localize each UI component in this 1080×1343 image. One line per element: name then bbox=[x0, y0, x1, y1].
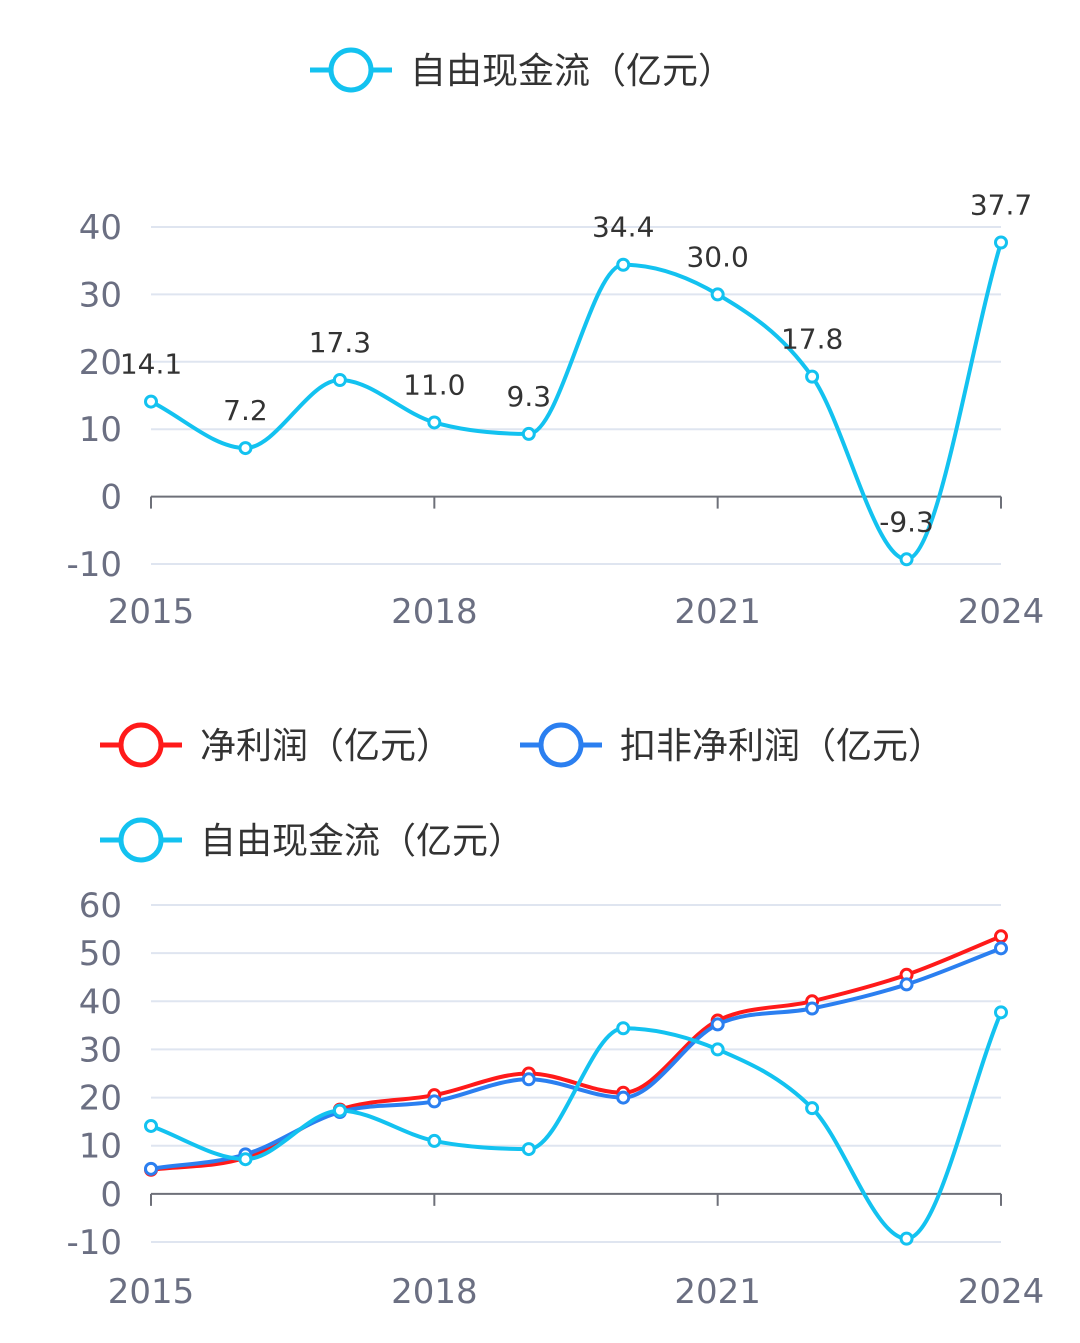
y-tick-label: -10 bbox=[66, 1223, 122, 1263]
legend-net-profit-label: 净利润（亿元） bbox=[200, 726, 452, 767]
x-tick-label: 2024 bbox=[958, 592, 1045, 632]
data-point-net_profit bbox=[994, 929, 1008, 944]
data-point-net_profit_ex bbox=[994, 941, 1008, 956]
y-tick-label: 40 bbox=[79, 208, 122, 248]
series-line-fcf bbox=[150, 241, 1003, 562]
x-tick-label: 2015 bbox=[108, 1272, 195, 1312]
chart-panel-2: -10 0 10 20 30 40 50 60 2015 2018 2021 2024 bbox=[66, 886, 1044, 1312]
data-label: 17.3 bbox=[309, 326, 371, 359]
data-point-fcf bbox=[616, 257, 631, 272]
series-line-fcf bbox=[150, 1011, 1003, 1241]
data-label: 14.1 bbox=[120, 348, 182, 381]
y-tick-label: 10 bbox=[79, 1127, 122, 1167]
data-point-net_profit_ex bbox=[805, 1001, 820, 1016]
series-line-net_profit bbox=[150, 934, 1002, 1172]
data-point-fcf bbox=[238, 441, 253, 456]
data-label: 7.2 bbox=[223, 394, 268, 427]
x-tick-label: 2021 bbox=[674, 1272, 761, 1312]
data-point-fcf bbox=[144, 1118, 158, 1133]
x-tick-label: 2015 bbox=[108, 592, 195, 632]
y-tick-label: 40 bbox=[79, 982, 122, 1022]
data-label: 17.8 bbox=[781, 323, 843, 356]
data-point-fcf bbox=[238, 1152, 253, 1167]
y-tick-label: 0 bbox=[100, 478, 122, 518]
data-point-fcf bbox=[332, 372, 347, 387]
y-tick-label: 60 bbox=[79, 886, 122, 926]
data-label: 9.3 bbox=[507, 380, 552, 413]
legend-net-profit-ex-marker bbox=[538, 722, 584, 768]
legend-fcf-bottom-marker bbox=[118, 817, 164, 863]
x-tick-label: 2018 bbox=[391, 592, 478, 632]
legend-fcf-bottom-label: 自由现金流（亿元） bbox=[200, 821, 524, 862]
y-tick-label: 20 bbox=[79, 1079, 122, 1119]
y-tick-label: -10 bbox=[66, 545, 122, 585]
legend-fcf-bottom: 自由现金流（亿元） bbox=[100, 817, 524, 863]
data-label: 30.0 bbox=[686, 240, 748, 273]
data-label: 11.0 bbox=[403, 368, 465, 401]
legend-net-profit: 净利润（亿元） bbox=[100, 722, 452, 768]
legend-fcf-top-label: 自由现金流（亿元） bbox=[410, 51, 734, 92]
data-point-fcf bbox=[899, 1231, 914, 1246]
data-point-net_profit_ex bbox=[616, 1090, 631, 1105]
data-label: 34.4 bbox=[592, 211, 654, 244]
data-point-fcf bbox=[805, 1101, 820, 1116]
data-point-fcf bbox=[899, 552, 914, 567]
data-point-fcf bbox=[805, 369, 820, 384]
series-line-net_profit_ex bbox=[150, 946, 1002, 1171]
y-tick-label: 30 bbox=[79, 1030, 122, 1070]
x-tick-label: 2021 bbox=[674, 592, 761, 632]
data-point-net_profit_ex bbox=[521, 1072, 536, 1087]
data-point-net_profit_ex bbox=[710, 1017, 725, 1032]
legend-net-profit-marker bbox=[118, 722, 164, 768]
legend-net-profit-ex-label: 扣非净利润（亿元） bbox=[620, 726, 944, 767]
data-point-fcf bbox=[710, 287, 725, 302]
data-point-net_profit_ex bbox=[144, 1161, 158, 1176]
data-point-fcf bbox=[521, 426, 536, 441]
data-point-fcf bbox=[521, 1142, 536, 1157]
y-tick-label: 50 bbox=[79, 934, 122, 974]
data-point-fcf bbox=[994, 1005, 1008, 1020]
data-point-fcf bbox=[427, 1133, 442, 1148]
chart-panel-1: -10 0 10 20 30 40 2015 2018 2021 2024 14.1 7.2 17.3 1… bbox=[66, 189, 1044, 632]
data-label: 37.7 bbox=[970, 189, 1032, 222]
x-tick-label: 2024 bbox=[958, 1272, 1045, 1312]
x-tick-label: 2018 bbox=[391, 1272, 478, 1312]
data-point-fcf bbox=[616, 1021, 631, 1036]
data-point-fcf bbox=[994, 235, 1008, 250]
legend-fcf-top: 自由现金流（亿元） bbox=[310, 47, 734, 93]
y-tick-label: 30 bbox=[79, 275, 122, 315]
legend-fcf-top-marker bbox=[328, 47, 374, 93]
data-point-fcf bbox=[332, 1103, 347, 1118]
data-point-fcf bbox=[144, 394, 158, 409]
y-tick-label: 10 bbox=[79, 410, 122, 450]
data-point-net_profit_ex bbox=[427, 1094, 442, 1109]
y-tick-label: 0 bbox=[100, 1175, 122, 1215]
legend-net-profit-ex: 扣非净利润（亿元） bbox=[520, 722, 944, 768]
data-point-net_profit_ex bbox=[899, 977, 914, 992]
data-point-fcf bbox=[710, 1042, 725, 1057]
data-label: -9.3 bbox=[879, 505, 934, 538]
y-tick-label: 20 bbox=[79, 343, 122, 383]
data-point-fcf bbox=[427, 415, 442, 430]
